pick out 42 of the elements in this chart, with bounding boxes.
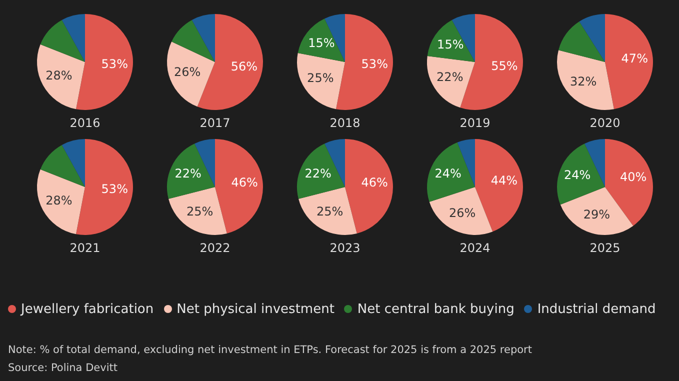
data-label: 15%: [308, 36, 335, 50]
data-label: 29%: [583, 208, 610, 222]
data-label: 15%: [437, 37, 464, 52]
source-note: Source: Polina Devitt: [8, 361, 118, 376]
data-label: 25%: [307, 70, 334, 85]
data-label: 53%: [101, 56, 128, 71]
text: 2023: [328, 241, 362, 255]
text: 2019: [458, 116, 492, 130]
data-label: 46%: [231, 175, 258, 190]
data-label: 28%: [46, 193, 72, 208]
legend-label: Net central bank buying: [356, 302, 514, 317]
legend-label: Net physical investment: [176, 302, 334, 317]
text: 2025: [588, 241, 622, 255]
data-label: 56%: [230, 60, 258, 74]
data-label: 22%: [436, 70, 464, 84]
data-label: 47%: [621, 51, 648, 66]
data-label: 53%: [101, 182, 128, 196]
legend-label: Industrial demand: [536, 302, 656, 317]
text: 2022: [198, 241, 232, 255]
data-label: 28%: [46, 68, 72, 82]
text: 2024: [458, 241, 492, 255]
data-label: 24%: [564, 168, 591, 182]
text: 2017: [198, 116, 232, 130]
text: Note: % of total demand, excluding net investment in ETPs. Forecast for 2025 is from a 2025 report: [8, 343, 532, 358]
data-label: 32%: [570, 74, 597, 88]
text: 2021: [68, 241, 102, 255]
data-label: 22%: [304, 166, 332, 180]
data-label: 46%: [361, 175, 388, 190]
text: 2016: [68, 116, 102, 130]
data-label: 44%: [490, 174, 518, 188]
data-label: 55%: [491, 58, 518, 73]
data-label: 26%: [174, 65, 201, 80]
data-label: 25%: [186, 204, 214, 219]
data-label: 24%: [434, 166, 462, 180]
data-label: 26%: [448, 206, 476, 220]
text: 2018: [328, 116, 362, 130]
text: 2020: [588, 116, 622, 130]
data-label: 22%: [174, 166, 202, 180]
data-label: 53%: [361, 56, 388, 71]
legend-label: Jewellery fabrication: [19, 302, 154, 317]
data-label: 40%: [620, 170, 647, 184]
data-label: 25%: [316, 204, 344, 219]
